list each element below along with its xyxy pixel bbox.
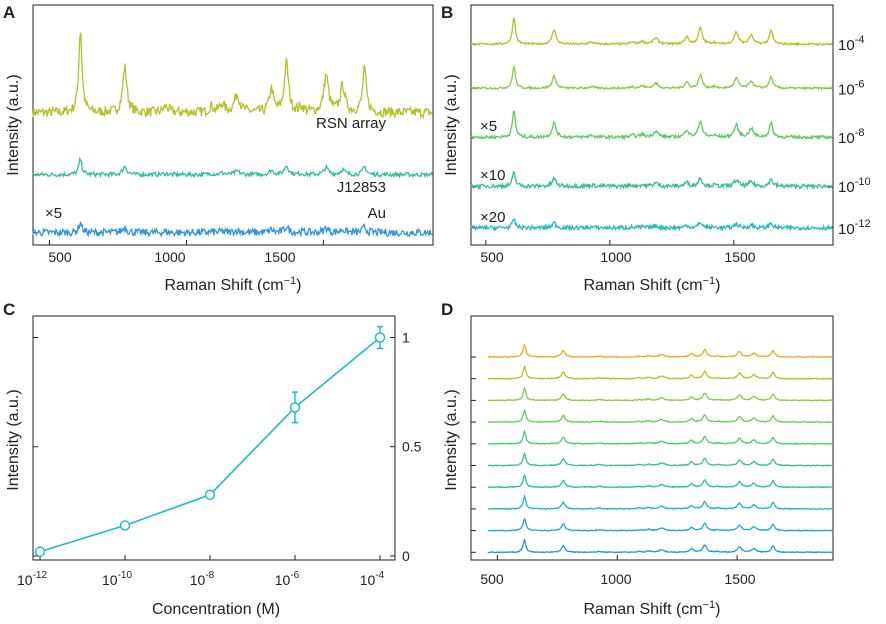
panel-a: RSN array J12853 Au ×5 500 1000 1500 Ram… xyxy=(5,4,434,294)
panel-d-ticks xyxy=(471,356,738,560)
a-xtick-1500: 1500 xyxy=(264,249,295,265)
spectrum-line-5 xyxy=(487,451,834,467)
c-ytick-label: 0.5 xyxy=(402,439,422,455)
panel-d-traces xyxy=(487,343,834,554)
spectrum-line-3 xyxy=(487,408,834,424)
multiplier-label: ×20 xyxy=(480,209,505,226)
b-xtick-1500: 1500 xyxy=(724,249,755,265)
panel-b-traces xyxy=(470,17,834,232)
spectrum-line-8 xyxy=(487,517,834,532)
a-xtick-1000: 1000 xyxy=(154,249,185,265)
panel-a-axes-box xyxy=(32,4,434,246)
concentration-line xyxy=(39,336,381,553)
panel-c-ytick-labels: 00.51 xyxy=(402,329,422,564)
panel-c: 10-12 10-10 10-8 10-6 10-4 00.51 Concentrati… xyxy=(5,315,422,618)
d-xtick-1000: 1000 xyxy=(600,571,631,587)
concentration-label: 10-6 xyxy=(838,78,864,98)
c-xtick-label: 10-6 xyxy=(275,570,300,588)
a-ylabel: Intensity (a.u.) xyxy=(5,74,22,175)
data-point xyxy=(34,546,46,557)
panel-b-ticks xyxy=(471,43,833,245)
spectrum-line-2 xyxy=(32,221,433,239)
spectrum-line-0 xyxy=(32,32,434,120)
c-xlabel: Concentration (M) xyxy=(152,601,280,618)
a-xlabel: Raman Shift (cm−1) xyxy=(164,275,301,294)
b-ylabel: Intensity (a.u.) xyxy=(443,74,460,175)
spectrum-line-1 xyxy=(487,364,834,380)
multiplier-label: ×5 xyxy=(480,118,497,135)
panel-d: 500 1000 1500 Raman Shift (cm−1) Intensi… xyxy=(443,315,834,618)
c-ylabel: Intensity (a.u.) xyxy=(5,389,22,490)
d-xtick-500: 500 xyxy=(480,571,504,587)
spectrum-line-2 xyxy=(487,386,834,402)
label-au: Au xyxy=(368,205,386,222)
multiplier-label: ×10 xyxy=(480,167,505,184)
concentration-label: 10-10 xyxy=(838,176,871,196)
concentration-label: 10-8 xyxy=(838,127,864,147)
c-xtick-label: 10-8 xyxy=(190,570,215,588)
d-xlabel: Raman Shift (cm−1) xyxy=(583,599,720,618)
data-point xyxy=(204,489,216,501)
panel-label-d: D xyxy=(441,300,453,319)
panel-b-concentration-labels: 10-4 10-6 10-8 ×5 10-10 ×10 10-12 ×20 xyxy=(480,34,871,238)
panel-label-b: B xyxy=(441,3,453,22)
spectrum-line-3 xyxy=(470,170,834,191)
panel-label-a: A xyxy=(3,3,15,22)
c-xtick-label: 10-12 xyxy=(17,570,47,588)
multiplier-au: ×5 xyxy=(45,205,62,222)
spectrum-line-1 xyxy=(470,64,834,91)
data-point xyxy=(374,332,386,343)
data-point xyxy=(289,402,301,413)
d-ylabel: Intensity (a.u.) xyxy=(443,389,460,490)
spectrum-line-4 xyxy=(487,429,834,445)
panel-a-traces xyxy=(32,32,434,239)
spectrum-line-9 xyxy=(487,538,834,554)
panel-c-ticks xyxy=(33,336,395,560)
b-xtick-500: 500 xyxy=(480,249,504,265)
panel-a-ticks xyxy=(33,112,324,245)
spectrum-line-2 xyxy=(470,110,834,141)
spectrum-line-7 xyxy=(487,494,834,511)
a-xtick-500: 500 xyxy=(48,249,72,265)
c-xtick-label: 10-10 xyxy=(102,570,132,588)
spectrum-line-6 xyxy=(487,473,834,489)
spectrum-line-4 xyxy=(470,218,833,232)
panel-b-axes-box xyxy=(470,4,834,246)
concentration-label: 10-12 xyxy=(838,218,871,238)
concentration-label: 10-4 xyxy=(838,34,864,54)
b-xlabel: Raman Shift (cm−1) xyxy=(583,275,720,294)
label-rsn-array: RSN array xyxy=(316,115,387,132)
c-xtick-label: 10-4 xyxy=(360,570,385,588)
panel-d-axes-box xyxy=(470,315,834,561)
c-ytick-label: 0 xyxy=(402,548,410,564)
spectrum-line-1 xyxy=(32,156,434,179)
label-j12853: J12853 xyxy=(337,179,386,196)
panel-label-c: C xyxy=(3,300,15,319)
d-xtick-1500: 1500 xyxy=(724,571,755,587)
spectrum-line-0 xyxy=(470,17,834,47)
b-xtick-1000: 1000 xyxy=(600,249,631,265)
panel-c-axes-box xyxy=(32,315,396,561)
panel-c-series xyxy=(34,325,386,557)
panel-c-xtick-labels: 10-12 10-10 10-8 10-6 10-4 xyxy=(17,570,385,588)
c-ytick-label: 1 xyxy=(402,329,410,345)
data-point xyxy=(119,520,131,531)
spectrum-line-0 xyxy=(487,343,834,359)
